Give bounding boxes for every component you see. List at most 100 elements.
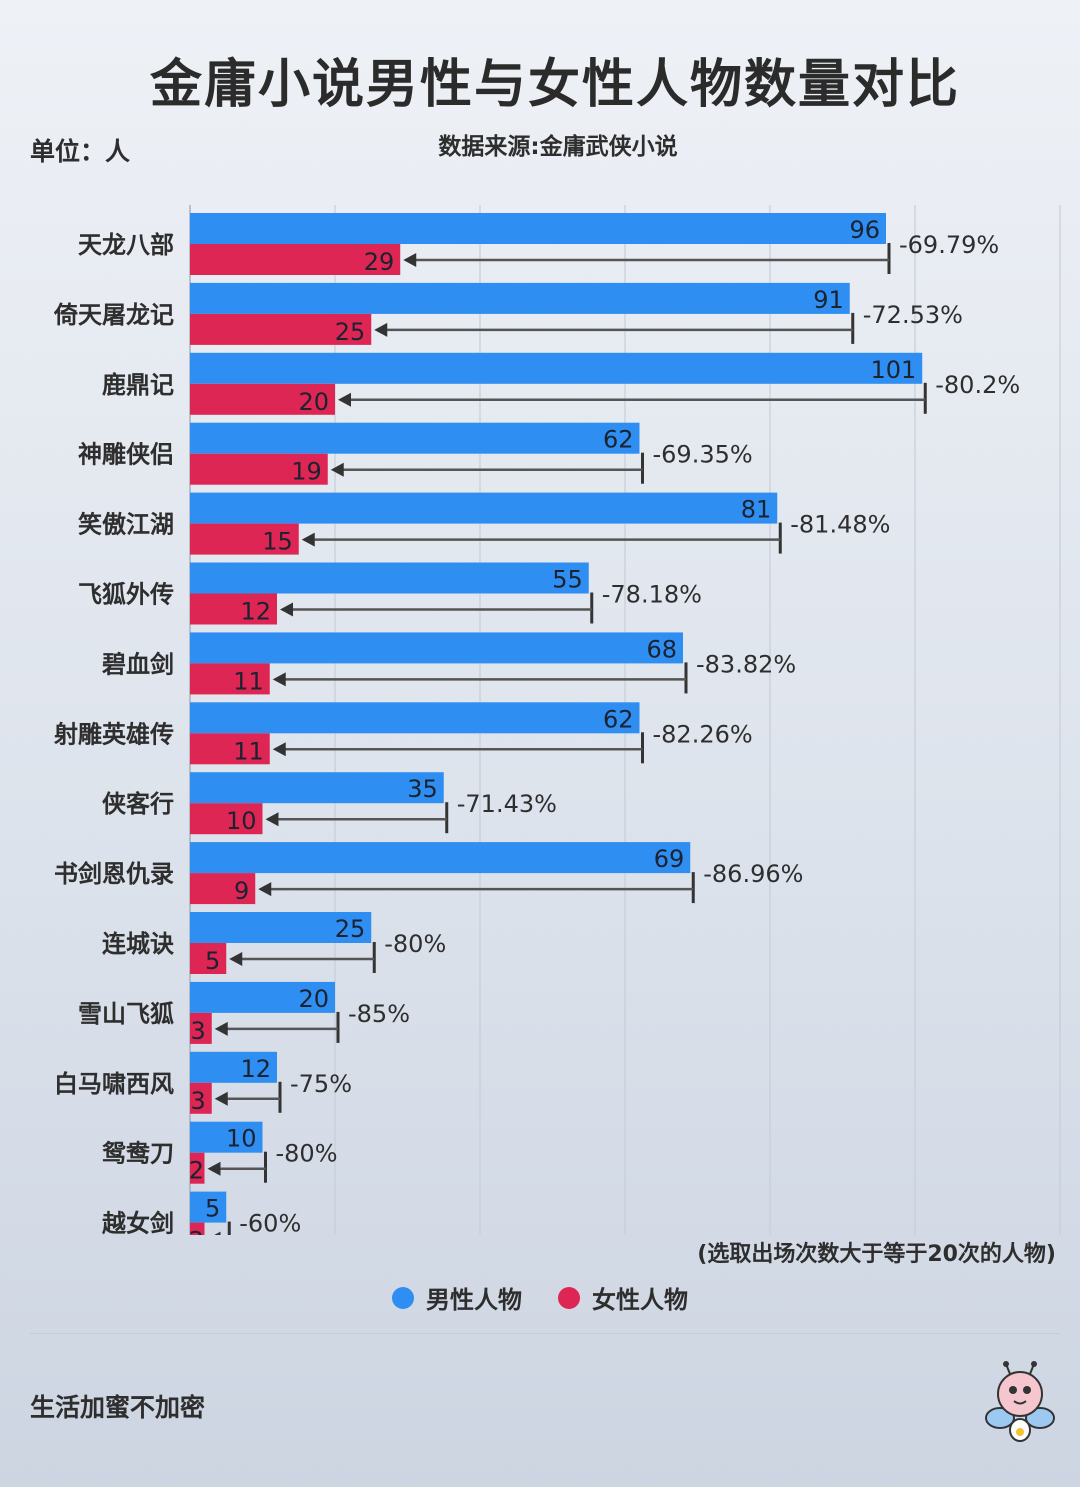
arrow-head	[330, 462, 344, 477]
category-label: 雪山飞狐	[78, 1000, 174, 1028]
change-label: -81.48%	[790, 511, 890, 539]
change-label: -69.79%	[899, 231, 999, 259]
bars	[190, 213, 923, 1235]
bar-female	[190, 593, 277, 625]
legend-dot-female	[558, 1286, 580, 1309]
value-label-male: 55	[552, 566, 583, 594]
legend: 男性人物 女性人物	[0, 1280, 1080, 1315]
category-label: 越女剑	[102, 1210, 174, 1235]
legend-label-male: 男性人物	[426, 1286, 522, 1314]
bar-male	[190, 422, 640, 454]
arrow-head	[258, 882, 272, 897]
value-label-female: 29	[364, 248, 395, 276]
bar-female	[190, 383, 335, 415]
value-label-female: 2	[189, 1157, 204, 1185]
category-label: 鹿鼎记	[102, 371, 174, 399]
category-label: 书剑恩仇录	[54, 860, 174, 888]
bar-female	[190, 1082, 212, 1114]
category-label: 侠客行	[102, 790, 174, 818]
bar-male	[190, 1051, 277, 1083]
legend-item-male: 男性人物	[392, 1280, 522, 1315]
legend-label-female: 女性人物	[592, 1286, 688, 1314]
bar-male	[190, 492, 778, 524]
value-label-male: 10	[226, 1125, 257, 1153]
arrow-head	[265, 812, 279, 827]
bar-female	[190, 733, 270, 765]
change-label: -80%	[384, 930, 446, 958]
bar-female	[190, 313, 372, 345]
value-label-male: 62	[603, 705, 634, 733]
category-label: 白马啸西风	[54, 1070, 174, 1098]
bar-male	[190, 632, 683, 664]
bar-male	[190, 842, 691, 874]
arrow-head	[280, 602, 293, 617]
legend-item-female: 女性人物	[558, 1280, 688, 1315]
category-label: 鸳鸯刀	[102, 1140, 174, 1168]
legend-dot-male	[392, 1286, 414, 1309]
change-arrows	[207, 243, 927, 1235]
value-label-male: 25	[335, 915, 366, 943]
arrow-head	[207, 1161, 221, 1176]
arrow-head	[229, 952, 243, 966]
change-label: -83.82%	[696, 650, 796, 678]
value-label-female: 2	[189, 1227, 204, 1235]
bar-male	[190, 213, 886, 244]
value-label-female: 3	[190, 1087, 205, 1115]
bar-female	[190, 1152, 205, 1184]
value-label-male: 96	[849, 216, 880, 244]
arrow-head	[338, 392, 351, 407]
value-label-female: 12	[240, 598, 271, 626]
category-label: 笑傲江湖	[78, 511, 174, 539]
bar-male	[190, 912, 372, 943]
bar-female	[190, 1012, 212, 1044]
arrow-head	[272, 742, 286, 757]
value-label-male: 69	[654, 845, 685, 873]
value-label-female: 11	[233, 667, 264, 695]
value-label-female: 5	[205, 947, 220, 975]
change-label: -69.35%	[653, 441, 753, 469]
value-label-female: 15	[262, 528, 293, 556]
bee-mascot-icon	[985, 1361, 1055, 1442]
value-label-male: 62	[603, 426, 634, 454]
arrow-head	[301, 532, 315, 547]
source-label: 数据来源:金庸武侠小说	[438, 134, 678, 160]
change-label: -78.18%	[602, 581, 702, 609]
value-label-male: 12	[240, 1055, 271, 1083]
value-label-female: 25	[335, 318, 366, 346]
arrow-head	[214, 1091, 228, 1106]
value-label-female: 11	[233, 737, 264, 765]
value-label-male: 81	[741, 496, 772, 524]
change-label: -71.43%	[457, 790, 557, 818]
bar-male	[190, 282, 850, 314]
arrow-head	[374, 322, 388, 337]
value-label-female: 19	[291, 458, 322, 486]
value-label-male: 91	[813, 286, 844, 314]
value-label-female: 9	[234, 877, 249, 905]
bar-male	[190, 1191, 227, 1223]
change-label: -80%	[276, 1140, 338, 1168]
unit-label: 单位：人	[30, 137, 131, 166]
bar-male	[190, 981, 335, 1013]
category-label: 神雕侠侣	[78, 441, 174, 469]
arrow-head	[214, 1231, 221, 1235]
footer-brand: 生活加蜜不加密	[30, 1393, 206, 1422]
chart-title: 金庸小说男性与女性人物数量对比	[149, 55, 960, 115]
arrow-head	[403, 253, 417, 267]
value-label-male: 68	[646, 635, 677, 663]
labels: 天龙八部9629-69.79%倚天屠龙记9125-72.53%鹿鼎记10120-…	[53, 216, 1020, 1235]
bar-female	[190, 663, 270, 695]
change-label: -80.2%	[935, 371, 1020, 399]
value-label-female: 3	[190, 1017, 205, 1045]
bar-male	[190, 1121, 263, 1153]
change-label: -60%	[239, 1210, 301, 1235]
category-label: 倚天屠龙记	[53, 301, 174, 329]
category-label: 天龙八部	[78, 231, 174, 259]
change-label: -85%	[348, 1000, 410, 1028]
arrow-head	[214, 1021, 228, 1036]
bar-male	[190, 702, 640, 734]
bar-female	[190, 943, 227, 974]
bar-male	[190, 772, 444, 804]
selection-note: (选取出场次数大于等于20次的人物)	[697, 1242, 1056, 1267]
value-label-male: 20	[298, 985, 329, 1013]
bar-female	[190, 873, 256, 905]
